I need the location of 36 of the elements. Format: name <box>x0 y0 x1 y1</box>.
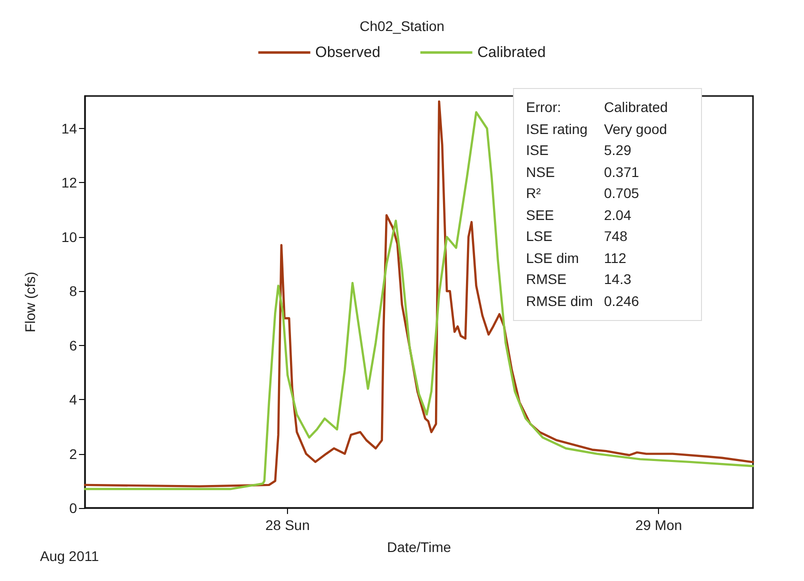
x-tick-label: 29 Mon <box>635 517 682 533</box>
annotation: Error: <box>526 98 562 117</box>
annotation: SEE <box>526 206 556 224</box>
annotation: 748 <box>604 227 628 246</box>
y-axis-title: Flow (cfs) <box>22 272 38 332</box>
annotation: ISE <box>526 141 550 160</box>
annotation: RMSE dim <box>526 292 594 310</box>
y-tick-label: 14 <box>61 120 78 137</box>
annotation: 5.29 <box>604 141 632 160</box>
legend-label: Calibrated <box>477 44 546 61</box>
annotation: 2.04 <box>604 206 632 224</box>
annotation: Calibrated <box>604 98 668 117</box>
y-tick-label: 8 <box>69 283 78 300</box>
x-axis-title: Date/Time <box>386 539 452 555</box>
annotation: ISE rating <box>526 120 588 139</box>
annotation: 0.705 <box>604 184 640 203</box>
legend-label: Observed <box>315 44 380 61</box>
annotation: LSE dim <box>526 248 580 268</box>
y-tick-label: 12 <box>61 174 78 191</box>
annotation: RMSE <box>526 270 568 289</box>
y-tick-label: 4 <box>69 392 78 408</box>
annotation: Very good <box>604 120 668 139</box>
annotation: LSE <box>526 227 554 246</box>
y-tick-label: 6 <box>69 337 78 354</box>
y-tick-label: 0 <box>69 500 78 516</box>
annotation: 14.3 <box>604 270 632 289</box>
x-tick-label: 28 Sun <box>265 517 310 533</box>
annotation: R² <box>526 184 542 203</box>
y-tick-label: 2 <box>69 446 78 462</box>
annotation: 0.246 <box>604 292 640 310</box>
y-tick-label: 10 <box>61 228 78 245</box>
annotation: NSE <box>526 162 556 182</box>
chart-title: Ch02_Station <box>360 18 444 34</box>
annotation: 0.371 <box>604 162 640 182</box>
annotation: 112 <box>604 248 626 268</box>
text: Aug 2011 <box>40 548 100 564</box>
